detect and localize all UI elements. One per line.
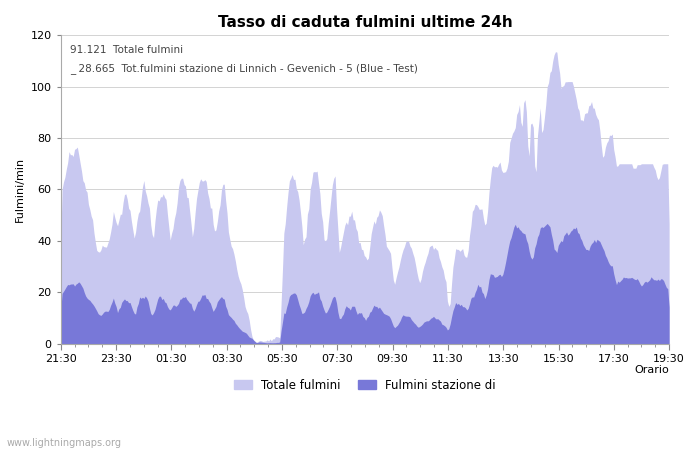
Text: www.lightningmaps.org: www.lightningmaps.org	[7, 438, 122, 448]
Title: Tasso di caduta fulmini ultime 24h: Tasso di caduta fulmini ultime 24h	[218, 15, 512, 30]
Y-axis label: Fulmini/min: Fulmini/min	[15, 157, 25, 222]
Text: 91.121  Totale fulmini: 91.121 Totale fulmini	[70, 45, 183, 54]
Legend: Totale fulmini, Fulmini stazione di: Totale fulmini, Fulmini stazione di	[229, 374, 500, 396]
Text: _ 28.665  Tot.fulmini stazione di Linnich - Gevenich - 5 (Blue - Test): _ 28.665 Tot.fulmini stazione di Linnich…	[70, 63, 418, 74]
X-axis label: Orario: Orario	[634, 365, 669, 375]
